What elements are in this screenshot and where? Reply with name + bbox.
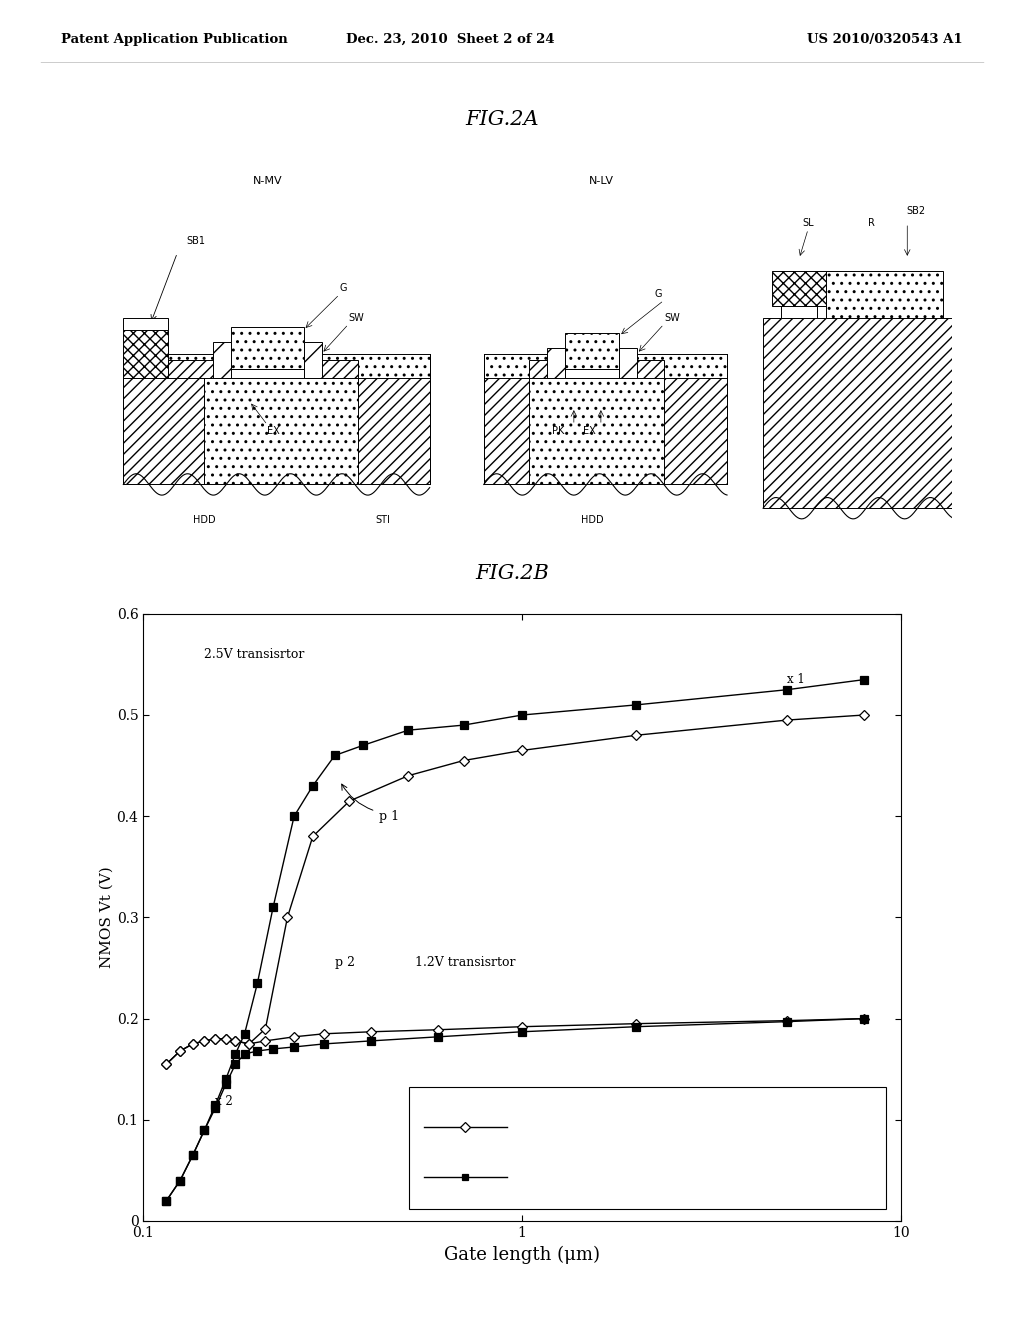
Text: Dec. 23, 2010  Sheet 2 of 24: Dec. 23, 2010 Sheet 2 of 24 — [346, 33, 555, 46]
Bar — [303, 359, 357, 378]
Text: 2.5V transisrtor: 2.5V transisrtor — [205, 648, 305, 661]
Bar — [664, 378, 727, 484]
Bar — [213, 342, 231, 378]
Text: FIG.2B: FIG.2B — [475, 565, 549, 583]
X-axis label: Gate length (μm): Gate length (μm) — [444, 1245, 600, 1263]
Text: p 2: p 2 — [335, 957, 354, 969]
Bar — [409, 1088, 886, 1209]
Bar — [618, 359, 664, 378]
Bar — [123, 330, 168, 378]
Text: US 2010/0320543 A1: US 2010/0320543 A1 — [807, 33, 963, 46]
Text: x 2: x 2 — [215, 1096, 233, 1107]
Text: EX: EX — [583, 426, 596, 436]
Text: EX: EX — [267, 426, 281, 436]
Bar — [231, 327, 303, 368]
Bar — [618, 347, 637, 378]
Bar — [483, 378, 528, 484]
Text: x 1: x 1 — [787, 673, 805, 686]
Bar — [123, 378, 205, 484]
Text: N-MV: N-MV — [253, 177, 283, 186]
Text: SB1: SB1 — [186, 236, 205, 246]
Text: G: G — [655, 289, 663, 300]
Bar — [168, 359, 222, 378]
Text: STI: STI — [376, 515, 390, 525]
Text: with salicide-block: with salicide-block — [522, 1171, 634, 1184]
Text: G: G — [340, 284, 347, 293]
Bar — [565, 368, 618, 378]
Bar — [231, 368, 303, 378]
Bar — [547, 347, 565, 378]
Text: FIG.2A: FIG.2A — [465, 111, 539, 129]
Text: SW: SW — [348, 313, 365, 323]
Text: SB2: SB2 — [906, 206, 926, 216]
Text: SL: SL — [803, 218, 814, 228]
Bar — [528, 359, 573, 378]
Bar — [357, 378, 430, 484]
Bar — [772, 271, 826, 306]
Bar — [781, 306, 817, 318]
Text: N-LV: N-LV — [589, 177, 613, 186]
Bar — [123, 318, 168, 330]
Text: HDD: HDD — [194, 515, 216, 525]
Bar — [763, 389, 952, 508]
Text: 1.2V transisrtor: 1.2V transisrtor — [415, 957, 515, 969]
Y-axis label: NMOS Vt (V): NMOS Vt (V) — [100, 866, 114, 969]
Text: p 1: p 1 — [380, 809, 399, 822]
Bar — [123, 354, 430, 484]
Text: HDD: HDD — [581, 515, 603, 525]
Bar — [303, 342, 322, 378]
Bar — [483, 354, 727, 484]
Text: R: R — [867, 218, 874, 228]
Text: without salicide-block: without salicide-block — [522, 1121, 652, 1134]
Text: PK: PK — [553, 426, 565, 436]
Bar — [763, 318, 952, 508]
Bar — [565, 333, 618, 368]
Text: SW: SW — [664, 313, 680, 323]
Text: Patent Application Publication: Patent Application Publication — [61, 33, 288, 46]
Bar — [826, 271, 943, 318]
